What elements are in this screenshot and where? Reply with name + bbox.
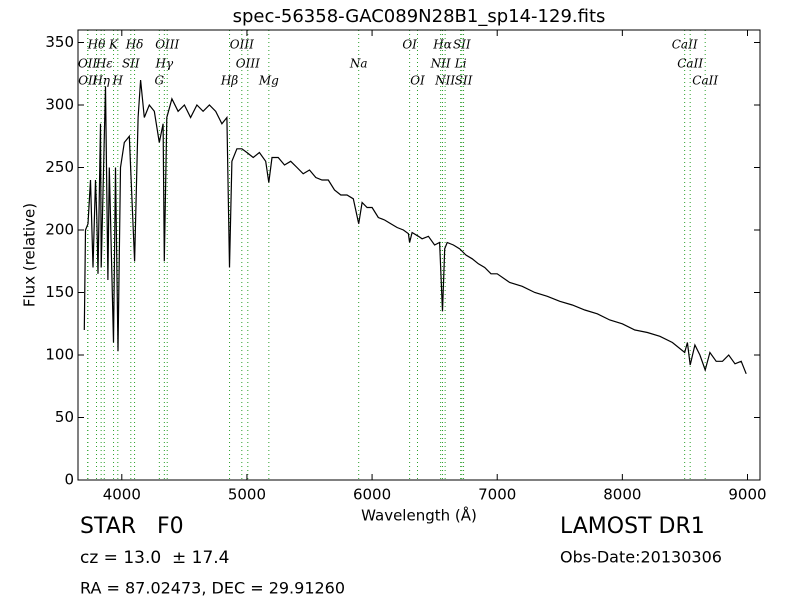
line-label: K: [108, 38, 119, 52]
y-tick-label: 250: [45, 158, 74, 176]
line-label: NII: [430, 57, 451, 71]
x-tick-label: 6000: [353, 486, 391, 504]
y-tick-label: 150: [45, 283, 74, 301]
line-label: SII: [122, 57, 140, 71]
line-label: OIII: [155, 38, 179, 52]
x-tick-label: 9000: [728, 486, 766, 504]
x-axis-label: Wavelength (Å): [361, 506, 477, 525]
y-tick-label: 0: [64, 471, 74, 489]
plot-frame: [77, 29, 761, 481]
line-label: Hη: [91, 74, 110, 88]
spectrum: [83, 79, 747, 375]
survey: LAMOST DR1: [560, 514, 705, 539]
chart-title: spec-56358-GAC089N28B1_sp14-129.fits: [233, 6, 606, 27]
line-label: OIII: [230, 38, 254, 52]
y-tick-label: 200: [45, 221, 74, 239]
y-tick-label: 300: [45, 96, 74, 114]
line-label: Mg: [258, 74, 279, 88]
line-label: NII: [434, 74, 455, 88]
line-label: Li: [454, 57, 467, 71]
line-label: H: [112, 74, 124, 88]
x-tick-label: 4000: [103, 486, 141, 504]
line-label: Hδ: [125, 38, 144, 52]
x-tick-label: 5000: [228, 486, 266, 504]
y-tick-label: 100: [45, 346, 74, 364]
line-label: Hε: [95, 57, 113, 71]
redshift: cz = 13.0 ± 17.4: [80, 548, 229, 568]
line-label: OIII: [236, 57, 260, 71]
line-label: CaII: [692, 74, 718, 88]
line-label: Hθ: [87, 38, 106, 52]
y-tick-label: 350: [45, 33, 74, 51]
line-label: SII: [453, 38, 471, 52]
line-label: Hγ: [155, 57, 174, 71]
line-label: SII: [455, 74, 473, 88]
line-label: OI: [402, 38, 417, 52]
line-label: Hα: [432, 38, 452, 52]
x-tick-label: 7000: [478, 486, 516, 504]
obs-date: Obs-Date:20130306: [560, 548, 722, 567]
line-label: G: [155, 74, 165, 88]
line-label: OI: [410, 74, 425, 88]
line-label: CaII: [672, 38, 698, 52]
y-axis-label: Flux (relative): [21, 203, 39, 307]
y-tick-label: 50: [55, 408, 74, 426]
line-label: CaII: [677, 57, 703, 71]
line-label: OII: [78, 57, 98, 71]
line-label: OII: [78, 74, 98, 88]
line-label: Na: [349, 57, 368, 71]
line-label: Hβ: [220, 74, 238, 88]
coordinates: RA = 87.02473, DEC = 29.91260: [80, 579, 345, 598]
object-class: STAR F0: [80, 514, 184, 539]
x-tick-label: 8000: [603, 486, 641, 504]
